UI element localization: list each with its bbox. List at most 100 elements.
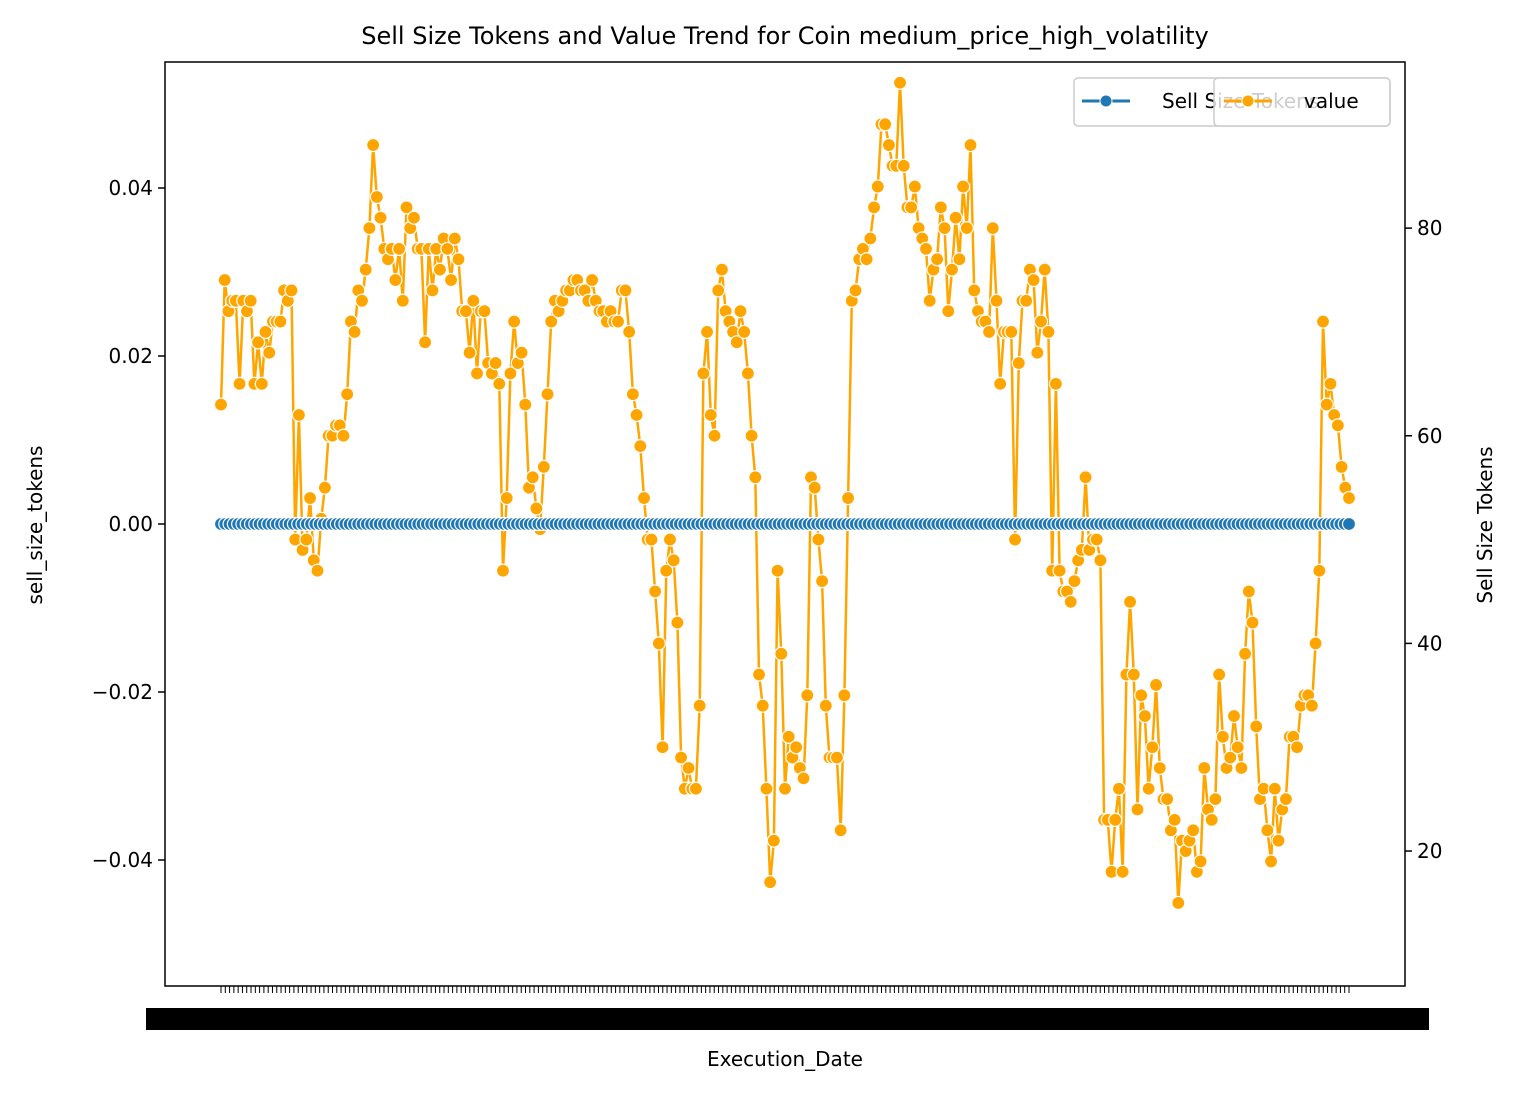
series-value-point [881, 137, 896, 153]
series-value-point [1238, 646, 1253, 661]
series-value-point [1267, 781, 1282, 796]
series-value-point [1078, 470, 1093, 485]
series-value-point [1215, 729, 1230, 744]
series-value-point [833, 823, 848, 838]
series-value-point [714, 262, 730, 277]
series-value-point [829, 750, 845, 765]
series-value-point [1108, 812, 1123, 827]
series-value-point [963, 137, 978, 153]
series-value-point [299, 532, 314, 547]
y-right-tick-label: 80 [1417, 216, 1442, 240]
series-value-point [907, 179, 922, 194]
series-value-point [1204, 812, 1219, 827]
series-value-point [800, 688, 815, 703]
series-value-point [1141, 781, 1156, 796]
series-value-point [659, 563, 674, 578]
series-value-point [358, 262, 373, 277]
series-value-point [948, 210, 963, 225]
series-value-point [981, 324, 997, 340]
series-value-point [1130, 802, 1145, 817]
series-value-point [993, 376, 1008, 391]
series-value-point [896, 158, 911, 173]
series-value-point [866, 200, 882, 215]
series-value-point [751, 667, 767, 682]
series-value-point [930, 252, 945, 267]
series-value-point [1230, 740, 1245, 755]
series-value-point [1052, 563, 1067, 578]
series-value-point [870, 179, 885, 194]
series-value-point [985, 221, 1000, 236]
series-value-point [610, 314, 626, 329]
series-value-point [1111, 781, 1127, 796]
series-value-point [770, 563, 785, 578]
series-value-point [688, 781, 704, 796]
series-value-point [1019, 293, 1034, 308]
series-value-point [392, 241, 407, 256]
series-value-point [944, 262, 960, 277]
series-value-point [1160, 792, 1175, 807]
series-value-point [1048, 376, 1063, 391]
series-value-point [1093, 553, 1108, 568]
series-value-point [443, 272, 459, 288]
y-right-tick-label: 60 [1417, 424, 1442, 448]
series-value-point [1167, 812, 1182, 827]
series-value-point [362, 221, 377, 236]
series-value-point [633, 439, 648, 454]
series-value-point [254, 376, 269, 391]
series-value-point [417, 335, 433, 350]
series-value-point [1334, 459, 1349, 474]
series-value-point [774, 646, 789, 661]
x-axis-label: Execution_Date [707, 1047, 863, 1071]
series-value-point [1312, 563, 1327, 578]
series-value-point [369, 189, 384, 205]
series-value-point [807, 480, 822, 495]
chart-title: Sell Size Tokens and Value Trend for Coi… [361, 22, 1208, 50]
series-value-point [1234, 760, 1249, 776]
series-value-point [310, 563, 325, 578]
series-value-point [340, 387, 355, 402]
series-value-point [1260, 823, 1275, 838]
series-value-point [818, 698, 833, 713]
series-value-point [674, 750, 689, 765]
series-value-point [933, 200, 948, 215]
series-value-point [507, 314, 522, 329]
y-right-tick-label: 20 [1417, 839, 1442, 863]
series-value-point [848, 283, 863, 298]
y-right-tick-label: 40 [1417, 631, 1442, 655]
series-value-point [904, 200, 919, 215]
series-value-point [1271, 833, 1286, 848]
legend-sell-marker [1099, 94, 1113, 108]
series-value-point [425, 283, 440, 298]
series-value-point [1041, 324, 1056, 340]
series-value-point [347, 324, 362, 340]
series-value-point [692, 698, 707, 713]
series-value-point [388, 272, 403, 288]
series-value-point [1193, 854, 1208, 869]
y-left-tick-label: 0.00 [108, 512, 153, 536]
series-value-point [1186, 823, 1201, 838]
series-value-point [655, 740, 670, 755]
series-value-point [291, 407, 307, 423]
series-value-point [447, 231, 462, 246]
series-value-point [1037, 262, 1052, 277]
series-value-point [1241, 584, 1256, 599]
x-axis-ticks [146, 986, 1429, 1030]
series-value-point [399, 200, 414, 215]
series-value-point [544, 314, 559, 329]
series-value-point [670, 615, 685, 630]
y-left-tick-label: 0.02 [108, 344, 153, 368]
series-value-point [495, 563, 511, 578]
y-axis-left-ticks: −0.04 −0.02 0.00 0.02 0.04 [92, 176, 165, 872]
series-value-point [625, 387, 640, 402]
series-value-point [251, 335, 266, 350]
series-value-point [777, 781, 793, 796]
series-value [213, 75, 1357, 911]
series-value-point [781, 729, 796, 744]
series-value-point [1308, 636, 1323, 651]
series-value-point [262, 345, 277, 360]
series-value-point [737, 324, 752, 340]
series-value-point [789, 740, 804, 755]
y-left-tick-label: −0.02 [92, 680, 153, 704]
series-value-point [1197, 760, 1212, 776]
